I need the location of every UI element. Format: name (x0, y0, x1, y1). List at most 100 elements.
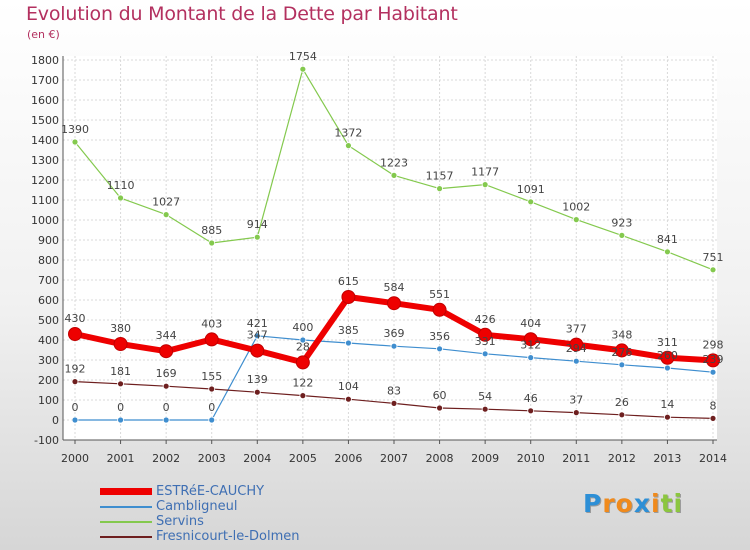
data-label: 1110 (107, 179, 135, 192)
x-tick-label: 2010 (517, 452, 545, 465)
data-point (390, 399, 398, 407)
data-label: 0 (117, 401, 124, 414)
data-point (618, 231, 626, 239)
data-point (481, 181, 489, 189)
legend-label: Fresnicourt-le-Dolmen (156, 529, 300, 544)
data-point (523, 332, 538, 347)
data-point (390, 342, 398, 350)
y-tick-label: 500 (38, 314, 59, 327)
data-label: 169 (156, 367, 177, 380)
data-point (436, 404, 443, 412)
x-tick-label: 2011 (562, 452, 590, 465)
x-tick-label: 2001 (107, 452, 135, 465)
data-point (250, 343, 265, 358)
data-label: 8 (710, 399, 717, 412)
data-label: 1390 (61, 123, 89, 136)
legend-item: Servins (100, 514, 299, 529)
x-tick-label: 2008 (426, 452, 454, 465)
data-point (113, 337, 128, 351)
data-point (295, 355, 310, 370)
y-tick-label: 1200 (31, 174, 59, 187)
y-tick-label: 1800 (31, 54, 59, 67)
y-tick-label: 700 (38, 274, 59, 287)
data-point (432, 302, 447, 317)
y-tick-label: 300 (38, 354, 59, 367)
data-label: 60 (433, 389, 447, 402)
data-label: 239 (703, 353, 724, 366)
data-label: 369 (384, 327, 405, 340)
data-point (162, 416, 170, 424)
x-tick-label: 2013 (653, 452, 681, 465)
data-point (71, 378, 79, 386)
legend-swatch (100, 535, 152, 538)
data-label: 1157 (426, 170, 454, 183)
data-label: 584 (384, 281, 405, 294)
data-label: 841 (657, 233, 678, 246)
data-point (159, 344, 174, 359)
legend-label: ESTRéE-CAUCHY (156, 484, 265, 499)
x-tick-label: 2007 (380, 452, 408, 465)
data-point (341, 290, 356, 304)
y-tick-label: 200 (38, 374, 59, 387)
data-label: 260 (657, 349, 678, 362)
proxiti-logo: Proxiti (583, 489, 684, 518)
data-label: 348 (611, 328, 632, 341)
data-point (618, 361, 626, 369)
data-point (162, 211, 170, 219)
data-label: 615 (338, 275, 359, 288)
data-label: 0 (208, 401, 215, 414)
data-point (664, 248, 671, 256)
y-tick-label: 1300 (31, 154, 59, 167)
legend-label: Servins (156, 514, 204, 529)
legend-label: Cambligneul (156, 499, 238, 514)
data-point (481, 405, 489, 413)
data-label: 385 (338, 324, 359, 337)
data-label: 181 (110, 365, 131, 378)
data-point (664, 364, 671, 372)
data-point (572, 409, 580, 417)
data-point (572, 216, 580, 224)
legend-swatch (100, 488, 152, 495)
legend-swatch (100, 520, 152, 523)
data-point (572, 357, 580, 365)
data-label: 1002 (562, 201, 590, 214)
data-label: 377 (566, 323, 587, 336)
data-point (481, 350, 489, 358)
plot-area (63, 56, 717, 440)
data-point (253, 388, 261, 396)
data-label: 122 (292, 377, 313, 390)
data-label: 26 (615, 396, 629, 409)
data-label: 551 (429, 288, 450, 301)
legend-swatch (100, 505, 152, 508)
data-point (664, 413, 671, 421)
data-point (709, 368, 717, 376)
legend-item: ESTRéE-CAUCHY (100, 484, 299, 499)
x-tick-label: 2003 (198, 452, 226, 465)
data-point (436, 185, 443, 193)
data-label: 311 (657, 336, 678, 349)
data-label: 298 (703, 338, 724, 351)
data-label: 54 (478, 390, 492, 403)
data-point (117, 380, 124, 388)
data-point (614, 343, 629, 358)
data-point (71, 416, 79, 424)
y-tick-label: 100 (38, 394, 59, 407)
data-label: 356 (429, 330, 450, 343)
data-point (299, 65, 307, 73)
x-tick-label: 2009 (471, 452, 499, 465)
y-tick-label: 0 (52, 414, 59, 427)
x-tick-label: 2005 (289, 452, 317, 465)
data-point (204, 332, 219, 347)
data-label: 914 (247, 218, 268, 231)
data-point (253, 233, 261, 241)
y-tick-label: 1000 (31, 214, 59, 227)
data-point (345, 339, 352, 347)
data-label: 421 (247, 317, 268, 330)
data-label: 14 (660, 398, 674, 411)
data-label: 83 (387, 384, 401, 397)
data-label: 923 (611, 216, 632, 229)
data-point (478, 327, 493, 342)
data-point (436, 345, 443, 353)
data-label: 139 (247, 373, 268, 386)
